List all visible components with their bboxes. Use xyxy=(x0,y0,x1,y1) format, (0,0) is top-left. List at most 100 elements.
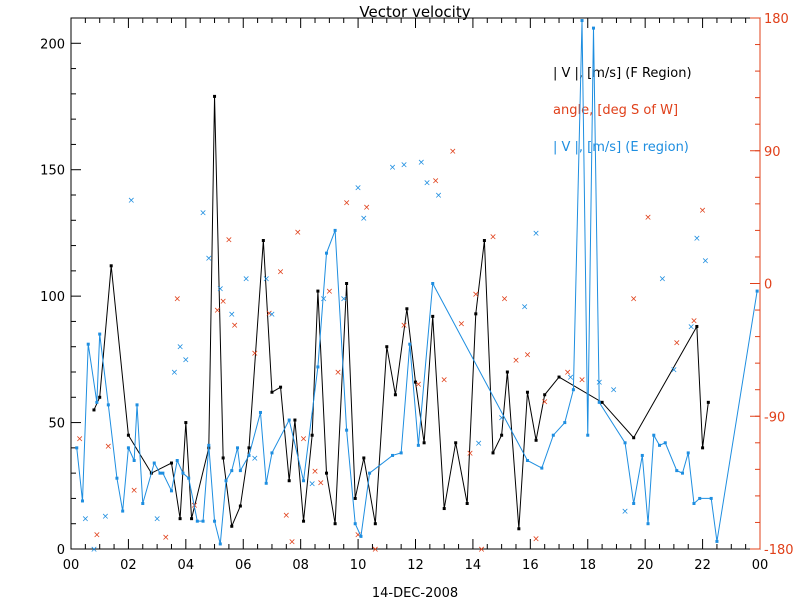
scatter-marker: × xyxy=(578,375,586,385)
y-tick-label: 50 xyxy=(48,417,65,432)
data-point xyxy=(663,441,667,445)
data-point xyxy=(454,441,458,445)
scatter-marker: × xyxy=(564,368,572,378)
data-point xyxy=(632,501,636,505)
scatter-marker: × xyxy=(621,507,629,517)
scatter-marker: × xyxy=(242,274,250,284)
scatter-marker: × xyxy=(630,294,638,304)
scatter-marker: × xyxy=(690,316,698,326)
scatter-marker: × xyxy=(524,350,532,360)
data-point xyxy=(109,264,113,268)
x-tick-label: 16 xyxy=(522,558,539,573)
data-point xyxy=(98,332,102,336)
data-point xyxy=(115,476,119,480)
scatter-marker: × xyxy=(268,310,276,320)
data-point xyxy=(221,456,225,460)
data-point xyxy=(80,499,84,503)
data-point xyxy=(86,342,90,346)
y-tick-label: 0 xyxy=(57,543,65,558)
scatter-marker: × xyxy=(541,398,549,408)
data-point xyxy=(325,251,329,255)
data-point xyxy=(431,314,435,318)
data-point xyxy=(482,239,486,243)
data-point xyxy=(345,282,349,285)
scatter-marker: × xyxy=(265,309,273,319)
scatter-marker: × xyxy=(283,511,291,521)
data-point xyxy=(247,453,251,457)
data-point xyxy=(141,501,145,505)
scatter-marker: × xyxy=(205,254,213,264)
scatter-marker: × xyxy=(326,287,334,297)
series-1: ××××××××××××××××××××××××××××××××××××××××… xyxy=(76,147,707,555)
scatter-marker: × xyxy=(277,268,285,278)
scatter-marker: × xyxy=(228,310,236,320)
legend-f-region: | V |, [m/s] (F Region) xyxy=(553,66,692,81)
scatter-marker: × xyxy=(176,343,184,353)
y-tick-label: 200 xyxy=(40,37,65,52)
data-point xyxy=(709,496,713,500)
data-point xyxy=(543,393,547,397)
scatter-marker: × xyxy=(567,373,575,383)
data-point xyxy=(135,403,139,407)
scatter-marker: × xyxy=(501,294,509,304)
data-point xyxy=(680,471,684,475)
data-point xyxy=(591,26,595,30)
data-point xyxy=(686,451,690,455)
scatter-marker: × xyxy=(595,378,603,388)
legend-e-region: | V |, [m/s] (E region) xyxy=(553,140,689,155)
scatter-marker: × xyxy=(472,290,480,300)
data-point xyxy=(640,453,644,457)
scatter-marker: × xyxy=(466,449,474,459)
data-point xyxy=(359,534,363,538)
data-point xyxy=(391,453,395,457)
data-point xyxy=(213,519,217,523)
series-2 xyxy=(75,19,759,546)
data-point xyxy=(238,469,242,473)
x-axis-label: 14-DEC-2008 xyxy=(372,586,458,600)
x-tick-label: 22 xyxy=(694,558,711,573)
data-point xyxy=(701,446,705,450)
data-point xyxy=(474,312,478,316)
scatter-marker: × xyxy=(288,538,296,548)
data-point xyxy=(442,507,446,511)
data-point xyxy=(675,469,679,473)
data-point xyxy=(279,385,283,389)
data-point xyxy=(218,542,222,546)
data-point xyxy=(261,239,265,243)
scatter-marker: × xyxy=(173,294,181,304)
scatter-marker: × xyxy=(354,183,362,193)
data-point xyxy=(126,433,130,437)
scatter-marker: × xyxy=(354,530,362,540)
data-point xyxy=(187,476,191,480)
data-point xyxy=(715,539,719,543)
data-point xyxy=(126,446,130,450)
scatter-marker: × xyxy=(389,163,397,173)
scatter-marker: × xyxy=(182,355,190,365)
data-point xyxy=(623,441,627,445)
y2-tick-label: -180 xyxy=(764,543,794,558)
scatter-marker: × xyxy=(702,257,710,267)
x-tick-label: 02 xyxy=(120,558,137,573)
data-point xyxy=(201,519,205,523)
data-point xyxy=(264,481,268,485)
scatter-marker: × xyxy=(334,368,342,378)
data-point xyxy=(152,461,156,465)
data-point xyxy=(333,522,337,526)
data-point xyxy=(571,388,575,392)
x-tick-label: 00 xyxy=(752,558,769,573)
scatter-marker: × xyxy=(225,235,233,245)
data-point xyxy=(169,489,173,493)
legend-angle: angle, [deg S of W] xyxy=(553,103,678,118)
data-point xyxy=(517,527,521,531)
data-point xyxy=(414,380,417,384)
scatter-marker: × xyxy=(90,545,98,555)
data-point xyxy=(302,479,306,483)
data-point xyxy=(333,228,337,232)
scatter-marker: × xyxy=(498,414,506,424)
scatter-marker: × xyxy=(300,434,308,444)
scatter-marker: × xyxy=(130,486,138,496)
scatter-marker: × xyxy=(449,147,457,157)
data-point xyxy=(525,459,529,462)
scatter-marker: × xyxy=(699,206,707,216)
scatter-marker: × xyxy=(171,368,179,378)
